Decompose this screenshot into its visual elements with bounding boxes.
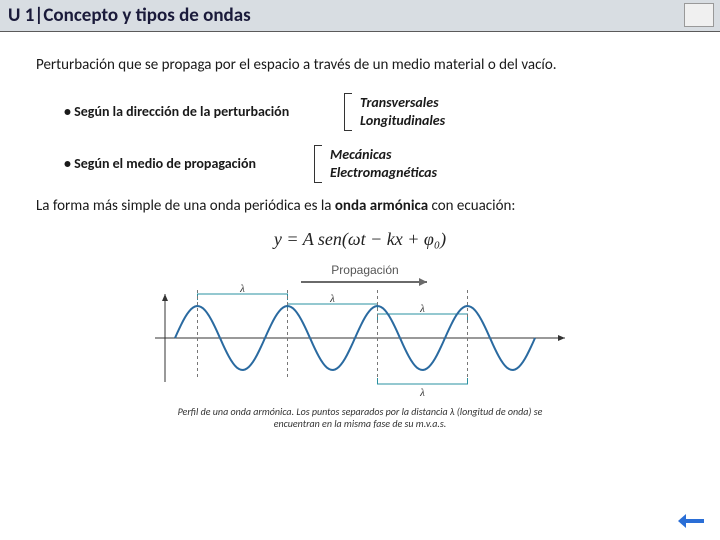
classification-direction: • Según la dirección de la perturbación … bbox=[64, 93, 684, 131]
classif1-label: • Según la dirección de la perturbación bbox=[64, 103, 344, 120]
svg-text:λ: λ bbox=[419, 387, 425, 399]
bracket-icon bbox=[344, 93, 352, 131]
svg-text:λ: λ bbox=[329, 293, 335, 305]
equation: y = A sen(ωt − kx + φ₀) bbox=[36, 229, 684, 250]
wave-diagram: Propagación λ λ λ λ bbox=[145, 260, 575, 400]
svg-text:Propagación: Propagación bbox=[331, 263, 398, 277]
classif2-label: • Según el medio de propagación bbox=[64, 155, 314, 172]
content-area: Perturbación que se propaga por el espac… bbox=[0, 32, 720, 430]
sentence-suffix: con ecuación: bbox=[428, 197, 515, 215]
classif2-item1: Mecánicas bbox=[330, 146, 437, 164]
title-bar: U 1|Concepto y tipos de ondas bbox=[0, 0, 720, 32]
publisher-logo bbox=[684, 3, 714, 27]
back-arrow-icon[interactable] bbox=[676, 508, 706, 530]
bracket-icon bbox=[314, 145, 322, 183]
classif1-items: Transversales Longitudinales bbox=[360, 94, 445, 130]
svg-text:λ: λ bbox=[419, 303, 425, 315]
page-title: U 1|Concepto y tipos de ondas bbox=[8, 4, 251, 27]
figure-caption: Perfil de una onda armónica. Los puntos … bbox=[36, 406, 684, 430]
classification-medium: • Según el medio de propagación Mecánica… bbox=[64, 145, 684, 183]
intro-text: Perturbación que se propaga por el espac… bbox=[36, 56, 684, 75]
sentence-bold: onda armónica bbox=[335, 197, 428, 215]
classif2-items: Mecánicas Electromagnéticas bbox=[330, 146, 437, 182]
classif2-item2: Electromagnéticas bbox=[330, 164, 437, 182]
sentence: La forma más simple de una onda periódic… bbox=[36, 197, 684, 215]
classif1-item1: Transversales bbox=[360, 94, 445, 112]
sentence-prefix: La forma más simple de una onda periódic… bbox=[36, 197, 335, 215]
classif1-item2: Longitudinales bbox=[360, 112, 445, 130]
svg-text:λ: λ bbox=[239, 283, 245, 295]
